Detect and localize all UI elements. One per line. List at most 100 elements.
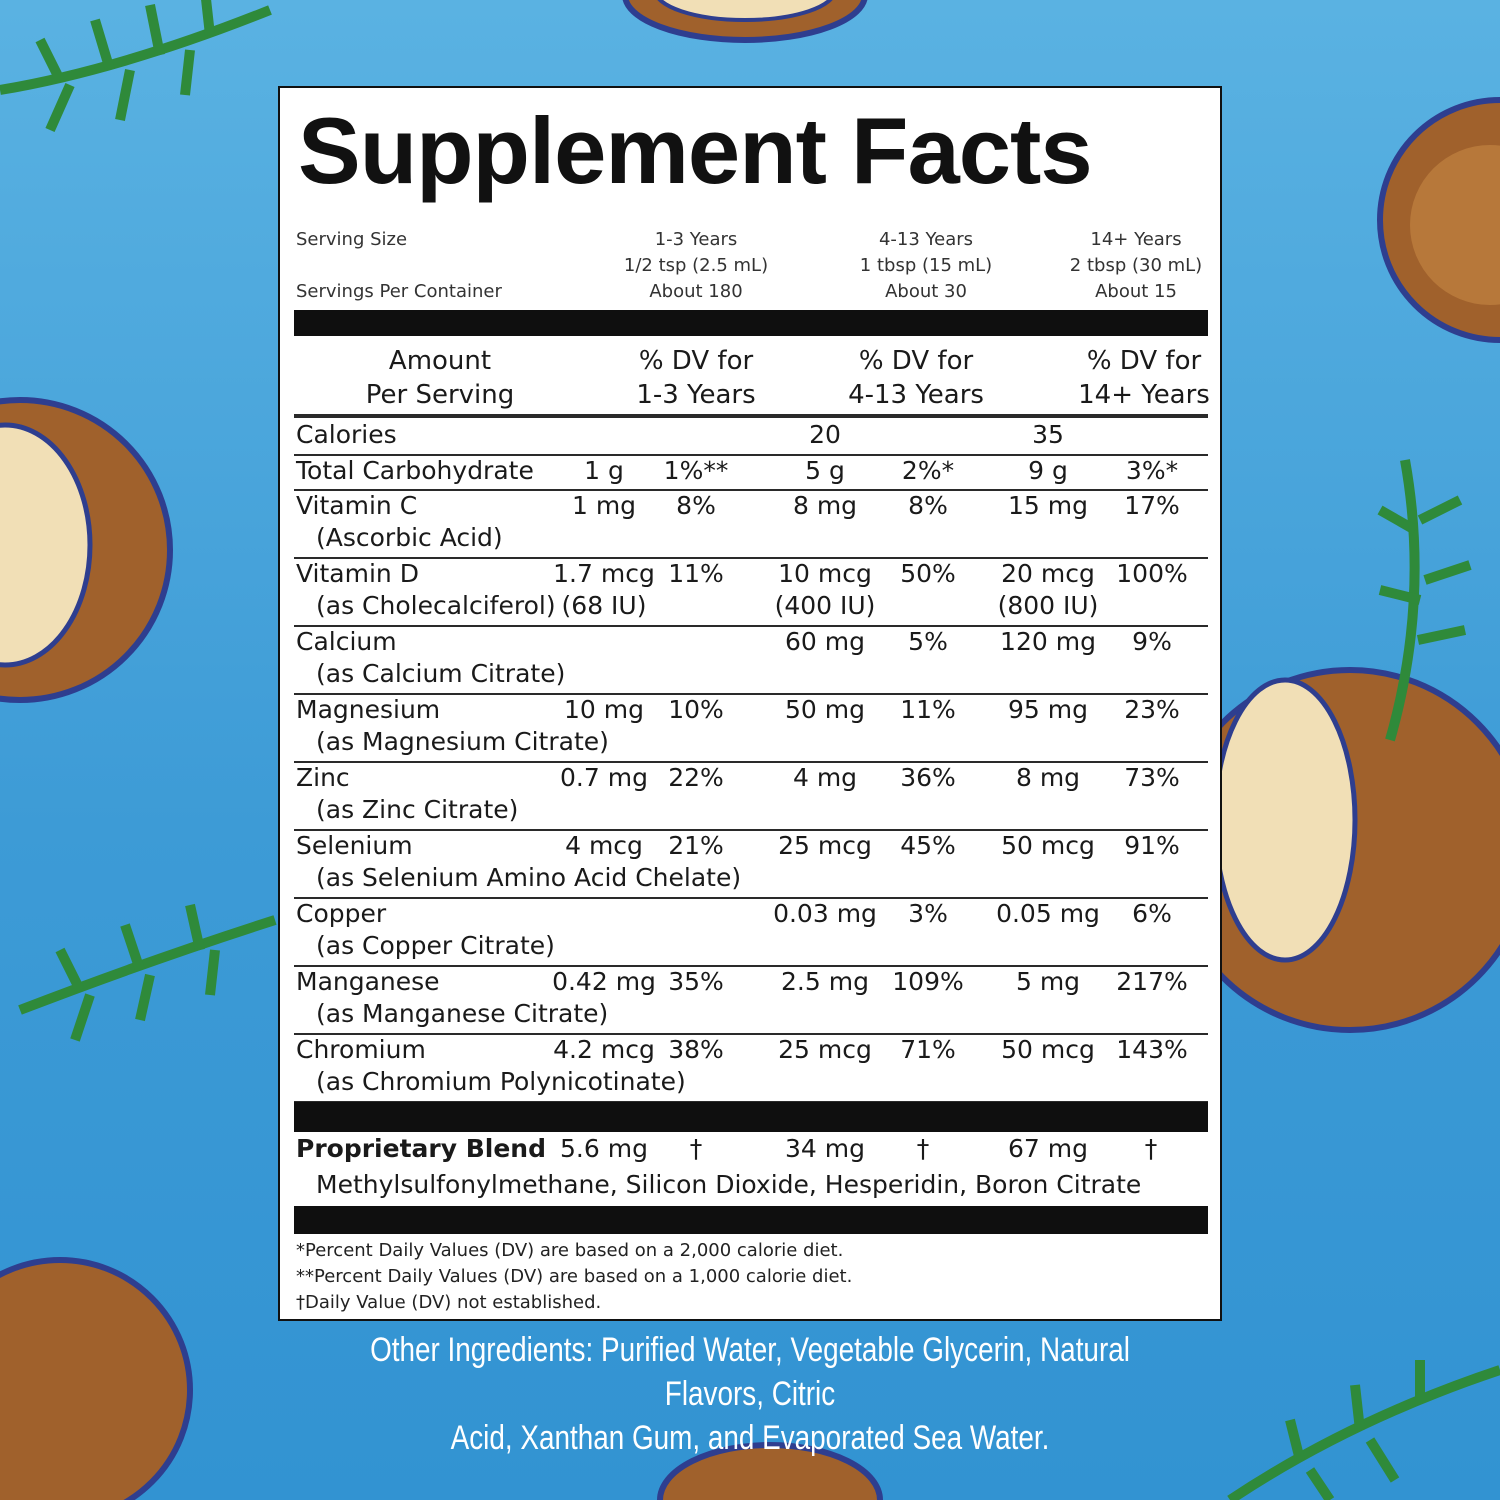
amount-1-3: 1 mg: [571, 491, 637, 520]
blend-ingredients: Methylsulfonylmethane, Silicon Dioxide, …: [316, 1170, 1142, 1199]
table-row: Selenium (as Selenium Amino Acid Chelate)…: [280, 831, 1220, 899]
table-row: Copper (as Copper Citrate) 0.03 mg 3% 0.05 m…: [280, 899, 1220, 967]
nutrient-name: Copper: [296, 899, 387, 928]
dv-1-3: 21%: [668, 831, 724, 860]
nutrient-source: (as Manganese Citrate): [316, 999, 609, 1028]
dv-4-13: 3%: [908, 899, 948, 928]
row-divider: [294, 693, 1208, 695]
dv-4-13: 45%: [900, 831, 956, 860]
servings-per-container-4-13: About 30: [885, 281, 967, 302]
nutrient-source: (as Chromium Polynicotinate): [316, 1067, 686, 1096]
amount-4-13: 20: [809, 420, 841, 449]
thick-divider: [294, 310, 1208, 336]
amount-14-plus: 5 mg: [1015, 967, 1081, 996]
nutrient-name: Zinc: [296, 763, 350, 792]
row-divider: [294, 1033, 1208, 1035]
palm-frond-icon: [0, 0, 272, 133]
amount-1-3: 4.2 mcg: [553, 1035, 655, 1064]
amount-4-13: 50 mg: [785, 695, 865, 724]
coconut-icon: [622, 0, 868, 43]
table-row: Calcium (as Calcium Citrate) 60 mg 5% 120 mg…: [280, 627, 1220, 695]
coconut-icon: [0, 1257, 193, 1500]
panel-title: Supplement Facts: [298, 98, 1093, 203]
dv-1-3: 38%: [668, 1035, 724, 1064]
nutrient-source: (as Selenium Amino Acid Chelate): [316, 863, 742, 892]
thick-divider: [294, 1102, 1208, 1132]
amount-14-plus: 50 mcg: [1001, 831, 1095, 860]
nutrient-name: Vitamin D: [296, 559, 419, 588]
amount-4-13: 0.03 mg: [773, 899, 877, 928]
amount-14-plus: 50 mcg: [1001, 1035, 1095, 1064]
nutrient-source: (as Magnesium Citrate): [316, 727, 609, 756]
dv-14-plus: 17%: [1124, 491, 1180, 520]
header-amount-line1: Amount: [388, 346, 492, 376]
serving-size-4-13: 1 tbsp (15 mL): [859, 255, 993, 276]
serving-size-1-3: 1/2 tsp (2.5 mL): [623, 255, 769, 276]
nutrient-name: Chromium: [296, 1035, 426, 1064]
dv-1-3: 11%: [668, 559, 724, 588]
coconut-icon: [1377, 97, 1500, 343]
dv-4-13: 109%: [892, 967, 964, 996]
header-dv-1-3-line1: % DV for: [638, 346, 754, 376]
table-row: Total Carbohydrate 1 g 1%** 5 g 2%* 9 g 3%*: [280, 456, 1220, 491]
row-divider: [294, 761, 1208, 763]
dv-4-13: 36%: [900, 763, 956, 792]
header-dv-14-plus-line1: % DV for: [1086, 346, 1202, 376]
supplement-facts-panel: Supplement Facts Serving Size Servings P…: [278, 86, 1222, 1321]
table-row: Vitamin D (as Cholecalciferol) 1.7 mcg 11% (…: [280, 559, 1220, 627]
table-row: Magnesium (as Magnesium Citrate) 10 mg 10% 5…: [280, 695, 1220, 763]
serving-age-4-13: 4-13 Years: [878, 229, 974, 250]
amount-14-plus: 15 mg: [1008, 491, 1088, 520]
amount-1-3: 10 mg: [564, 695, 644, 724]
dv-14-plus: 143%: [1116, 1035, 1188, 1064]
row-divider: [294, 454, 1208, 456]
dv-4-13: 8%: [908, 491, 948, 520]
blend-name: Proprietary Blend: [296, 1134, 546, 1163]
amount-4-13: 8 mg: [792, 491, 858, 520]
dv-14-plus: 3%*: [1125, 456, 1179, 485]
header-amount-line2: Per Serving: [365, 380, 515, 410]
dv-1-3: 1%**: [663, 456, 729, 485]
amount-iu-4-13: (400 IU): [774, 591, 876, 620]
amount-14-plus: 120 mg: [1000, 627, 1096, 656]
row-divider: [294, 625, 1208, 627]
nutrient-source: (as Zinc Citrate): [316, 795, 519, 824]
dv-4-13: 5%: [908, 627, 948, 656]
amount-4-13: 25 mcg: [778, 1035, 872, 1064]
serving-size-label: Serving Size: [296, 229, 408, 250]
row-divider: [294, 557, 1208, 559]
blend-amount-14-plus: 67 mg: [1008, 1134, 1088, 1163]
amount-1-3: 1 g: [584, 456, 624, 485]
other-ingredients-line: Acid, Xanthan Gum, and Evaporated Sea Wa…: [450, 1419, 1050, 1457]
nutrient-name: Calories: [296, 420, 397, 449]
amount-14-plus: 8 mg: [1015, 763, 1081, 792]
row-divider: [294, 829, 1208, 831]
nutrient-source: (as Calcium Citrate): [316, 659, 566, 688]
header-dv-4-13-line2: 4-13 Years: [848, 380, 984, 410]
blend-dv-14-plus: †: [1144, 1134, 1158, 1163]
table-row: Zinc (as Zinc Citrate) 0.7 mg 22% 4 mg 36% 8 m…: [280, 763, 1220, 831]
nutrient-name: Vitamin C: [296, 491, 418, 520]
nutrient-source: (as Copper Citrate): [316, 931, 555, 960]
dv-4-13: 50%: [900, 559, 956, 588]
footnote: †Daily Value (DV) not established.: [296, 1292, 602, 1313]
amount-1-3: 0.7 mg: [560, 763, 648, 792]
amount-1-3: 4 mcg: [565, 831, 643, 860]
amount-4-13: 4 mg: [792, 763, 858, 792]
servings-per-container-14-plus: About 15: [1095, 281, 1177, 302]
table-row: Calories 20 35: [280, 420, 1220, 456]
blend-amount-4-13: 34 mg: [785, 1134, 865, 1163]
dv-1-3: 35%: [668, 967, 724, 996]
footnote: *Percent Daily Values (DV) are based on …: [296, 1240, 844, 1261]
dv-14-plus: 23%: [1124, 695, 1180, 724]
nutrient-source: (as Cholecalciferol): [316, 591, 556, 620]
dv-14-plus: 73%: [1124, 763, 1180, 792]
dv-4-13: 71%: [900, 1035, 956, 1064]
amount-4-13: 2.5 mg: [781, 967, 869, 996]
table-row: Manganese (as Manganese Citrate) 0.42 mg 35…: [280, 967, 1220, 1035]
nutrient-name: Calcium: [296, 627, 397, 656]
serving-size-14-plus: 2 tbsp (30 mL): [1069, 255, 1203, 276]
blend-amount-1-3: 5.6 mg: [560, 1134, 648, 1163]
amount-14-plus: 35: [1032, 420, 1064, 449]
